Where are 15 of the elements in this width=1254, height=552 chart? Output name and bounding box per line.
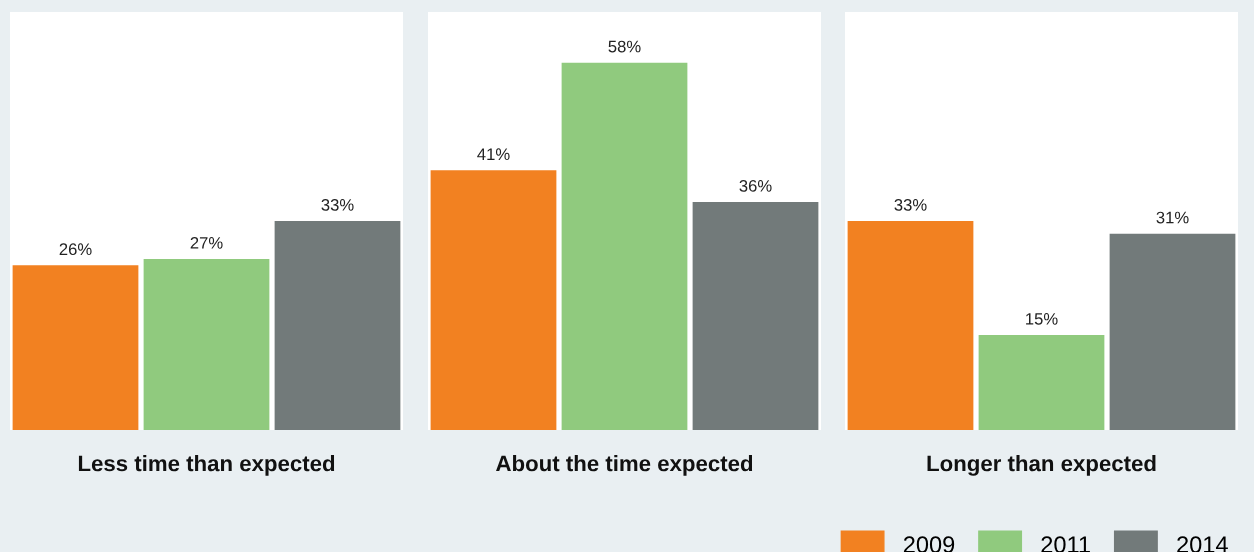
- data-label: 33%: [894, 198, 927, 211]
- data-label: 15%: [1026, 313, 1058, 325]
- data-label: 58%: [608, 40, 641, 53]
- legend-label: 2014: [1177, 536, 1228, 552]
- data-label: 33%: [321, 198, 354, 211]
- data-label: 27%: [190, 236, 223, 249]
- data-label: 36%: [739, 179, 772, 192]
- legend-label: 2009: [903, 536, 955, 552]
- x-axis-title: Less time than expected: [78, 455, 335, 476]
- data-label: 26%: [59, 243, 92, 256]
- legend-label: 2011: [1041, 536, 1090, 552]
- data-label: 41%: [477, 148, 510, 161]
- x-axis-title: About the time expected: [496, 455, 753, 476]
- x-axis-title: Longer than expected: [927, 455, 1156, 476]
- data-label: 31%: [1156, 211, 1189, 224]
